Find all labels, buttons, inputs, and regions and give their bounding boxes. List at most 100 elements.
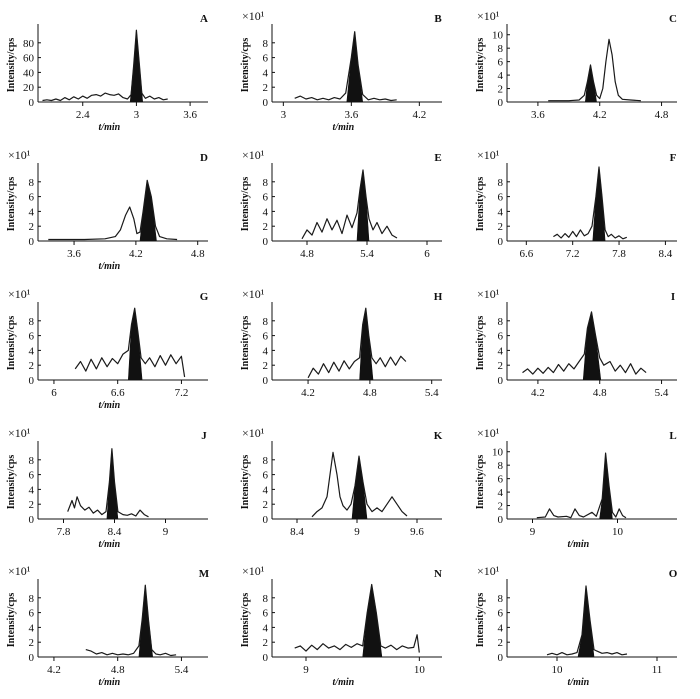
x-axis-label: t/min [333,677,355,688]
y-tick-label: 0 [498,652,504,664]
y-tick-label: 2 [498,637,504,649]
scale-multiplier-label: ×10¹ [242,426,265,440]
y-tick-label: 4 [263,622,269,634]
x-tick-label: 9 [303,664,309,676]
chromatogram-panel-e: 0 2 4 6 8 4.8 5.4 6 Intensity/cps ×10¹ E [240,148,442,260]
x-tick-label: 5.4 [360,248,374,260]
x-tick-label: 8.4 [659,248,673,260]
y-tick-label: 2 [29,221,35,233]
chromatogram-trace [522,311,647,375]
y-axis-label: Intensity/cps [240,593,251,648]
x-tick-label: 4.2 [301,387,315,399]
y-tick-label: 4 [29,206,35,218]
chromatogram-panel-i: 0 2 4 6 8 4.2 4.8 5.4 Intensity/cps ×10¹ I [475,287,677,399]
y-tick-label: 2 [263,360,269,372]
chromatogram-trace [294,31,397,102]
chromatogram-trace [294,583,420,653]
x-tick-label: 3.6 [183,109,197,121]
x-tick-label: 4.8 [111,664,125,676]
chromatogram-panel-m: 0 2 4 6 8 4.2 4.8 5.4 t/min Intensity/cps ×10¹ M [6,564,210,688]
panel-letter-label: A [200,13,208,25]
y-tick-label: 0 [29,652,35,664]
y-tick-label: 6 [29,608,35,620]
y-tick-label: 4 [498,487,504,499]
panel-letter-label: K [434,430,443,442]
y-tick-label: 0 [263,375,269,387]
x-tick-label: 6.6 [111,387,125,399]
panel-letter-label: L [669,430,676,442]
chromatogram-panel-g: 0 2 4 6 8 6 6.6 7.2 t/min Intensity/cps ×10¹ G [6,287,209,411]
y-tick-label: 0 [29,375,35,387]
y-tick-label: 0 [498,375,504,387]
y-tick-label: 6 [263,192,269,204]
y-axis-label: Intensity/cps [475,177,486,232]
y-tick-label: 0 [498,514,504,526]
y-tick-label: 2 [263,499,269,511]
x-axis-label: t/min [333,122,355,133]
y-tick-label: 2 [29,360,35,372]
analyte-peak [359,308,374,381]
scale-multiplier-label: ×10¹ [242,564,265,578]
chromatogram-trace [311,451,408,518]
analyte-peak [127,308,143,381]
y-tick-label: 6 [498,608,504,620]
y-tick-label: 60 [23,53,35,65]
analyte-peak [577,585,595,658]
y-tick-label: 2 [498,360,504,372]
chromatogram-trace [67,448,149,518]
y-tick-label: 0 [263,97,269,109]
y-tick-label: 4 [29,345,35,357]
x-tick-label: 4.8 [191,248,205,260]
y-tick-label: 2 [498,221,504,233]
chromatogram-trace [42,29,168,102]
x-tick-label: 3 [281,109,287,121]
y-tick-label: 4 [263,345,269,357]
x-tick-label: 4.8 [300,248,314,260]
x-tick-label: 5.4 [655,387,669,399]
chromatogram-trace [548,38,641,102]
y-tick-label: 0 [29,514,35,526]
y-axis-label: Intensity/cps [6,38,17,93]
y-tick-label: 4 [498,622,504,634]
analyte-peak [129,30,144,103]
x-tick-label: 9 [354,526,360,538]
scale-multiplier-label: ×10¹ [477,287,500,301]
x-tick-label: 8.4 [290,526,304,538]
x-tick-label: 6 [424,248,430,260]
panel-letter-label: F [670,152,677,164]
y-tick-label: 40 [23,67,35,79]
x-tick-label: 5.4 [175,664,189,676]
y-tick-label: 0 [498,236,504,248]
chromatogram-trace [74,307,186,378]
scale-multiplier-label: ×10¹ [8,564,31,578]
y-tick-label: 8 [263,177,269,189]
scale-multiplier-label: ×10¹ [477,148,500,162]
chromatogram-trace [301,169,398,240]
y-tick-label: 0 [263,514,269,526]
panel-letter-label: B [434,13,442,25]
chromatogram-panel-f: 0 2 4 6 8 6.6 7.2 7.8 8.4 Intensity/cps ×10¹ F [475,148,677,260]
panel-letter-label: J [201,430,207,442]
y-axis-label: Intensity/cps [6,177,17,232]
panel-letter-label: I [671,291,675,303]
x-tick-label: 10 [414,664,426,676]
y-tick-label: 2 [263,637,269,649]
y-tick-label: 2 [498,84,504,96]
scale-multiplier-label: ×10¹ [8,426,31,440]
x-axis-label: t/min [99,539,121,550]
chromatogram-trace [536,452,627,519]
y-tick-label: 6 [29,331,35,343]
analyte-peak [346,31,364,103]
y-tick-label: 6 [498,474,504,486]
x-tick-label: 11 [652,664,663,676]
y-tick-label: 20 [23,82,35,94]
y-tick-label: 6 [263,470,269,482]
chromatogram-panel-h: 0 2 4 6 8 4.2 4.8 5.4 Intensity/cps ×10¹ H [240,287,443,399]
chromatogram-trace [48,179,178,241]
y-tick-label: 2 [29,499,35,511]
y-tick-label: 8 [498,43,504,55]
y-tick-label: 4 [29,484,35,496]
y-axis-label: Intensity/cps [6,455,17,510]
chromatogram-panel-a: 0 20 40 60 80 2.4 3 3.6 t/min Intensity/cps A [6,13,208,133]
